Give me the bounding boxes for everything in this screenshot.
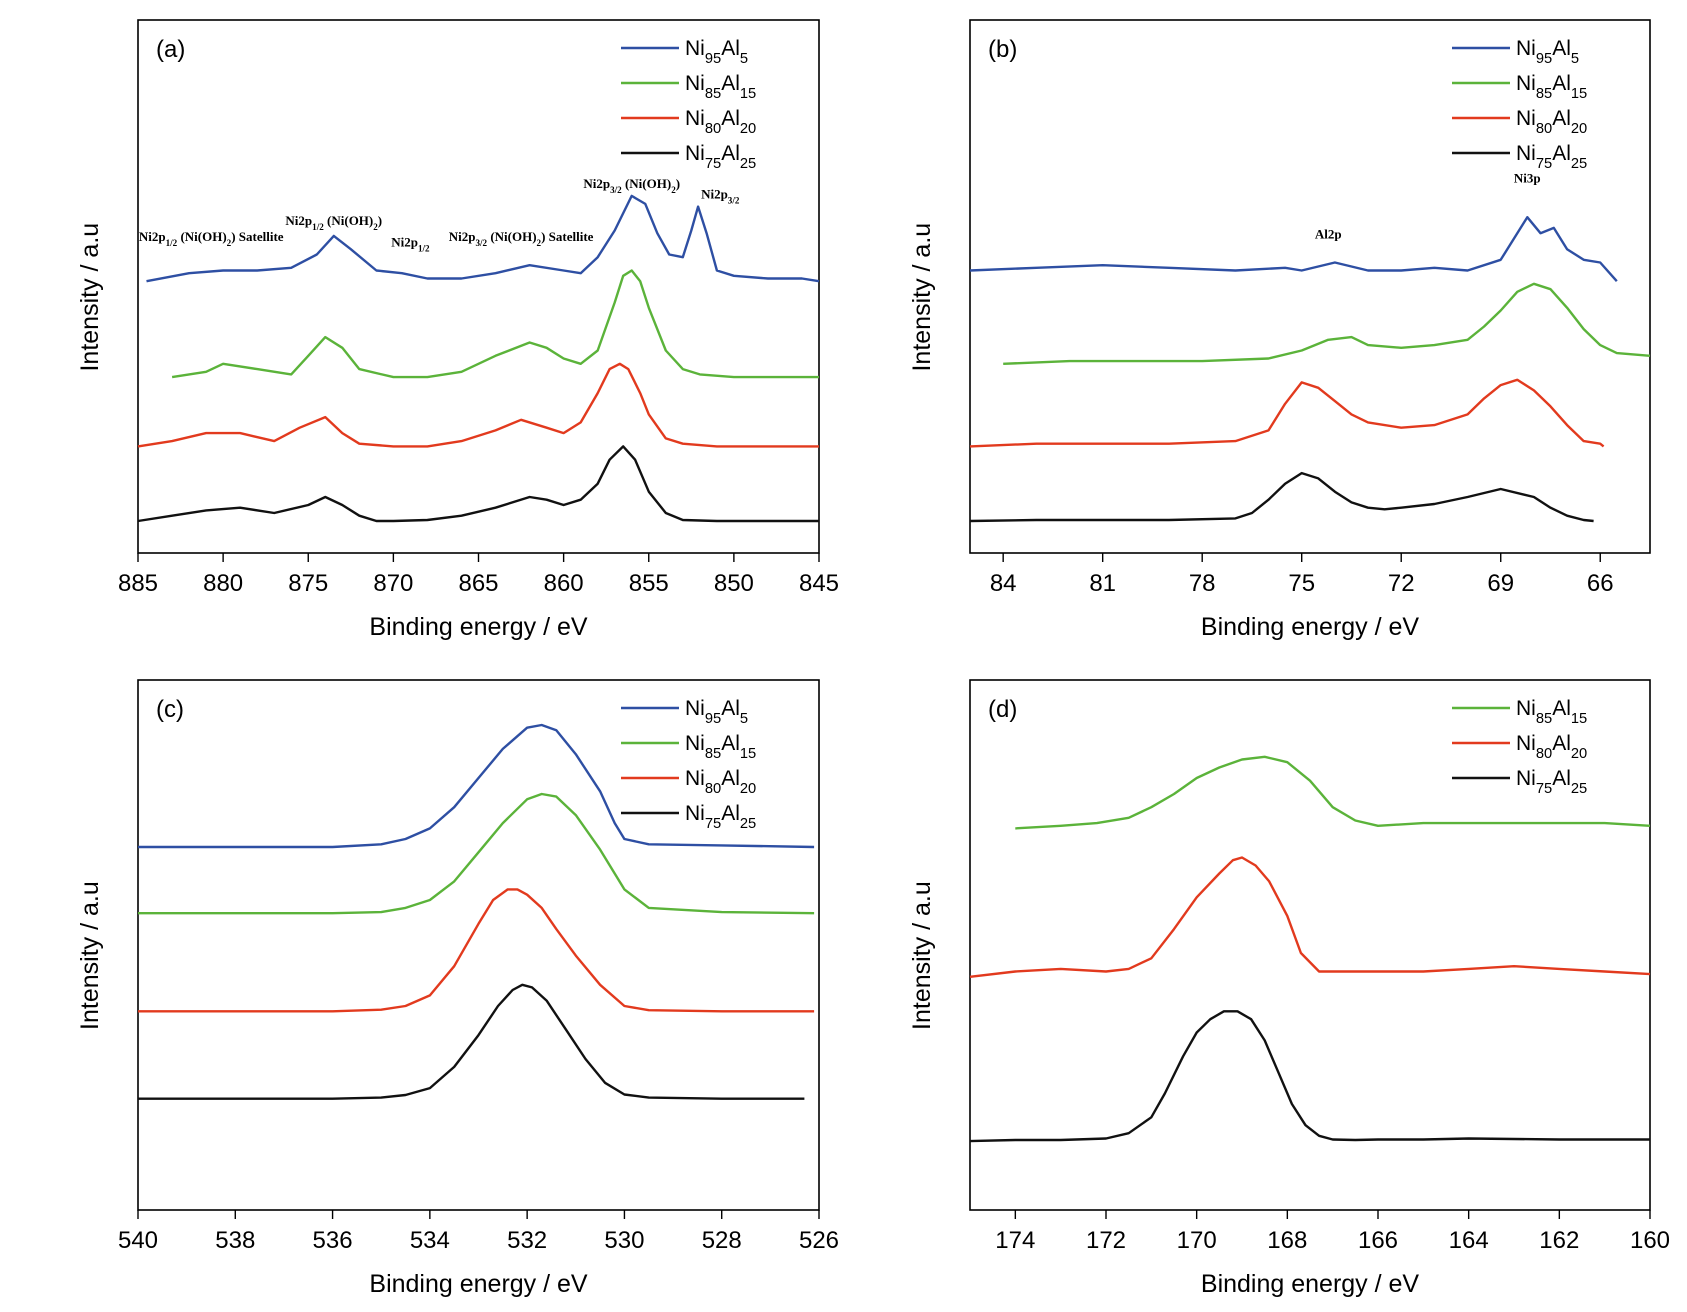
legend-label: Ni75Al25 bbox=[685, 802, 756, 832]
legend-label: Ni80Al20 bbox=[1516, 107, 1587, 137]
y-axis-title: Intensity / a.u bbox=[76, 881, 104, 1030]
peak-annotation: Ni2p1/2 bbox=[391, 235, 430, 254]
legend-label: Ni85Al15 bbox=[1516, 72, 1587, 102]
legend-label: Ni80Al20 bbox=[685, 767, 756, 797]
plot-frame bbox=[137, 679, 820, 1211]
panel-label: (c) bbox=[156, 696, 184, 723]
panel-3: 174 172 170 168 166 164 162 160 Binding energy /… bbox=[908, 679, 1670, 1298]
series-line-Ni85Al15 bbox=[1003, 282, 1651, 365]
x-tick-label: 66 bbox=[1587, 570, 1614, 597]
panel-0: 885 880 875 870 865 860 855 850 845 Binding energ… bbox=[76, 19, 839, 641]
legend-label: Ni80Al20 bbox=[1516, 732, 1587, 762]
peak-annotation: Ni2p3/2 bbox=[701, 187, 740, 206]
x-tick-label: 855 bbox=[629, 570, 669, 597]
panel-1: 84 81 78 75 72 69 66 Binding energy / eV Intensi… bbox=[908, 19, 1651, 641]
legend-label: Ni95Al5 bbox=[1516, 37, 1579, 67]
x-tick-label: 162 bbox=[1539, 1227, 1579, 1254]
peak-annotation: Ni2p3/2 (Ni(OH)2) bbox=[583, 176, 680, 195]
legend-label: Ni95Al5 bbox=[685, 37, 748, 67]
legend-label: Ni75Al25 bbox=[685, 142, 756, 172]
series-line-Ni85Al15 bbox=[138, 792, 815, 915]
x-axis-title: Binding energy / eV bbox=[369, 1270, 588, 1298]
y-axis-title: Intensity / a.u bbox=[908, 881, 936, 1030]
peak-annotation: Ni3p bbox=[1514, 171, 1541, 186]
x-tick-label: 528 bbox=[702, 1227, 742, 1254]
series-line-Ni75Al25 bbox=[969, 1010, 1650, 1143]
x-tick-label: 84 bbox=[990, 570, 1017, 597]
legend-label: Ni85Al15 bbox=[685, 732, 756, 762]
legend-label: Ni95Al5 bbox=[685, 697, 748, 727]
series-line-Ni80Al20 bbox=[137, 362, 819, 448]
peak-annotation: Al2p bbox=[1315, 227, 1342, 242]
legend-label: Ni75Al25 bbox=[1516, 767, 1587, 797]
x-tick-label: 865 bbox=[458, 570, 498, 597]
x-tick-label: 166 bbox=[1358, 1227, 1398, 1254]
series-line-Ni80Al20 bbox=[969, 378, 1605, 448]
x-axis-title: Binding energy / eV bbox=[369, 613, 588, 641]
x-axis-title: Binding energy / eV bbox=[1201, 1270, 1420, 1298]
x-tick-label: 168 bbox=[1267, 1227, 1307, 1254]
series-line-Ni80Al20 bbox=[969, 856, 1651, 978]
x-axis-title: Binding energy / eV bbox=[1201, 613, 1420, 641]
peak-annotation: Ni2p1/2 (Ni(OH)2) bbox=[285, 213, 382, 232]
panel-label: (a) bbox=[156, 36, 185, 63]
x-tick-label: 850 bbox=[714, 570, 754, 597]
x-tick-label: 536 bbox=[313, 1227, 353, 1254]
panel-label: (b) bbox=[988, 36, 1017, 63]
peak-annotation: Ni2p1/2 (Ni(OH)2) Satellite bbox=[139, 229, 284, 248]
y-axis-title: Intensity / a.u bbox=[76, 223, 104, 372]
x-tick-label: 880 bbox=[203, 570, 243, 597]
x-tick-label: 172 bbox=[1086, 1227, 1126, 1254]
peak-annotation: Ni2p3/2 (Ni(OH)2) Satellite bbox=[449, 229, 594, 248]
y-axis-title: Intensity / a.u bbox=[908, 223, 936, 372]
x-tick-label: 538 bbox=[215, 1227, 255, 1254]
series-line-Ni80Al20 bbox=[138, 888, 815, 1013]
x-tick-label: 885 bbox=[118, 570, 158, 597]
x-tick-label: 174 bbox=[995, 1227, 1035, 1254]
x-tick-label: 875 bbox=[288, 570, 328, 597]
series-line-Ni75Al25 bbox=[969, 471, 1594, 523]
x-tick-label: 81 bbox=[1089, 570, 1116, 597]
x-tick-label: 530 bbox=[604, 1227, 644, 1254]
x-tick-label: 75 bbox=[1288, 570, 1315, 597]
x-tick-label: 534 bbox=[410, 1227, 450, 1254]
series-line-Ni85Al15 bbox=[171, 269, 819, 379]
x-tick-label: 870 bbox=[373, 570, 413, 597]
legend-label: Ni80Al20 bbox=[685, 107, 756, 137]
series-line-Ni95Al5 bbox=[138, 723, 815, 849]
x-tick-label: 845 bbox=[799, 570, 839, 597]
plot-frame bbox=[969, 19, 1651, 554]
series-line-Ni95Al5 bbox=[969, 215, 1618, 282]
x-tick-label: 78 bbox=[1189, 570, 1216, 597]
legend-label: Ni85Al15 bbox=[685, 72, 756, 102]
x-tick-label: 170 bbox=[1177, 1227, 1217, 1254]
legend-label: Ni75Al25 bbox=[1516, 142, 1587, 172]
x-tick-label: 540 bbox=[118, 1227, 158, 1254]
legend-label: Ni85Al15 bbox=[1516, 697, 1587, 727]
plot-frame bbox=[969, 679, 1651, 1211]
panel-2: 540 538 536 534 532 530 528 526 Binding energy /… bbox=[76, 679, 839, 1298]
series-line-Ni75Al25 bbox=[138, 983, 805, 1100]
x-tick-label: 160 bbox=[1630, 1227, 1670, 1254]
x-tick-label: 532 bbox=[507, 1227, 547, 1254]
series-line-Ni75Al25 bbox=[137, 445, 819, 523]
series-line-Ni85Al15 bbox=[1015, 755, 1651, 830]
series-line-Ni95Al5 bbox=[146, 194, 820, 283]
x-tick-label: 860 bbox=[544, 570, 584, 597]
x-tick-label: 526 bbox=[799, 1227, 839, 1254]
x-tick-label: 72 bbox=[1388, 570, 1415, 597]
x-tick-label: 164 bbox=[1449, 1227, 1489, 1254]
panel-label: (d) bbox=[988, 696, 1017, 723]
x-tick-label: 69 bbox=[1487, 570, 1514, 597]
